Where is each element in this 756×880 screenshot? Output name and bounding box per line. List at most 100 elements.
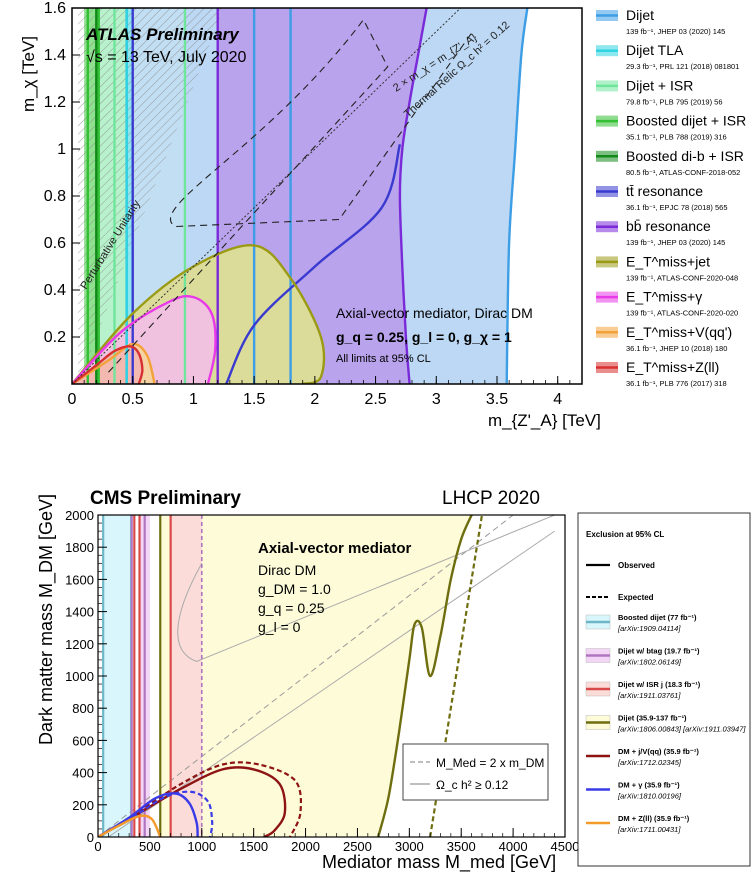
cms-xtick-label-9: 4500 — [551, 839, 580, 854]
cms-relic-line-1 — [108, 530, 555, 837]
cms-xtick-label-1: 500 — [139, 839, 161, 854]
cms-xtick-label-6: 3000 — [395, 839, 424, 854]
atlas-ytick-label-7: 1.6 — [44, 0, 66, 17]
atlas-xtick-label-4: 2 — [310, 391, 319, 408]
atlas-xtick-label-5: 2.5 — [364, 391, 386, 408]
cms-ylabel: Dark matter mass M_DM [GeV] — [36, 494, 57, 745]
atlas-axes: 0 0.5 1 1.5 2 2.5 3 3.5 4 0.2 0.4 0.6 0.8 1 1.2 1.4 1.6 — [44, 0, 571, 408]
cms-legend-label: DM + Z(ll) (35.9 fb⁻¹) — [618, 814, 690, 823]
cms-legend-ref: [arXiv:1806.00843] [arXiv:1911.03947] — [617, 725, 746, 734]
atlas-legend-item-boosted-dijet-isr: Boosted dijet + ISR 35.1 fb⁻¹, PLB 788 (2… — [596, 113, 746, 142]
cms-legend-label: Dijet w/ btag (19.7 fb⁻¹) — [618, 647, 700, 656]
atlas-relic-line — [108, 18, 474, 373]
atlas-legend-ref: 139 fb⁻¹, JHEP 03 (2020) 145 — [626, 238, 725, 247]
atlas-legend-label: Dijet + ISR — [626, 77, 693, 93]
cms-plot-area — [98, 515, 555, 837]
atlas-legend-item-e-t-miss-jet: E_T^miss+jet 139 fb⁻¹, ATLAS-CONF-2020-04… — [596, 253, 738, 282]
cms-ytick-label-8: 1600 — [65, 572, 94, 587]
atlas-legend-ref: 139 fb⁻¹, JHEP 03 (2020) 145 — [626, 27, 725, 36]
atlas-curve-dijet — [505, 8, 529, 384]
atlas-ytick-label-0: 0.2 — [44, 329, 66, 346]
cms-xtick-label-4: 2000 — [291, 839, 320, 854]
atlas-xtick-label-8: 4 — [553, 391, 562, 408]
atlas-chart: 0 0.5 1 1.5 2 2.5 3 3.5 40.20.40.60.811.21.41.6 … — [19, 0, 746, 430]
cms-legend-ref: [arXiv:1711.00431] — [617, 825, 681, 834]
atlas-legend-ref: 79.8 fb⁻¹, PLB 795 (2019) 56 — [626, 97, 723, 106]
atlas-ytick-label-5: 1.2 — [44, 94, 66, 111]
atlas-legend-ref: 29.3 fb⁻¹, PRL 121 (2018) 081801 — [626, 62, 739, 71]
cms-legend-ref: [arXiv:1712.02345] — [617, 758, 682, 767]
cms-ytick-label-3: 600 — [72, 733, 94, 748]
cms-diagonal-line — [98, 515, 514, 837]
atlas-limit-lines — [72, 8, 529, 384]
cms-xtick-label-7: 3500 — [447, 839, 476, 854]
atlas-xtick-label-0: 0 — [68, 391, 77, 408]
cms-curve-dijet-observed — [377, 515, 473, 837]
atlas-ytick-label-1: 0.4 — [44, 282, 66, 299]
cms-curve-dm-j-v-qq-observed — [98, 766, 287, 837]
cms-curve-dm-z-ll-observed — [98, 814, 162, 837]
atlas-legend-label: Dijet TLA — [626, 42, 684, 58]
cms-chart: CMS Preliminary LHCP 2020 0 500 1000 1500 20… — [36, 488, 751, 873]
cms-relic-line-2 — [177, 515, 555, 663]
cms-inset-legend-box — [402, 743, 549, 801]
cms-legend-item-boosted-dijet-77-fb: Boosted dijet (77 fb⁻¹) [arXiv:1909.04114… — [585, 613, 697, 633]
atlas-fill-met-zll — [72, 346, 143, 384]
cms-right-label: LHCP 2020 — [442, 488, 540, 509]
atlas-legend-ref: 36.1 fb⁻¹, JHEP 10 (2018) 180 — [626, 344, 727, 353]
cms-legend-item-dm-35-9-fb: DM + γ (35.9 fb⁻¹) [arXiv:1810.00196] — [586, 781, 682, 801]
cms-xtick-label-8: 4000 — [499, 839, 528, 854]
cms-axes: 0 500 1000 1500 2000 2500 3000 3500 4000 4500 0 200… — [65, 508, 579, 854]
cms-legend-observed-label: Observed — [618, 561, 655, 570]
atlas-ytick-label-4: 1 — [57, 141, 66, 158]
cms-legend-item-dijet-w-isr-j-18-3-fb: Dijet w/ ISR j (18.3 fb⁻¹) [arXiv:1911.03… — [585, 680, 701, 700]
cms-title-text: CMS Preliminary — [90, 488, 241, 509]
atlas-legend-item-tt-resonance: tt̄ resonance 36.1 fb⁻¹, EPJC 78 (2018) 5… — [596, 183, 728, 212]
atlas-title-text: ATLAS Preliminary — [85, 25, 240, 44]
cms-legend-header: Exclusion at 95% CL — [586, 530, 664, 539]
atlas-annotation-cl: All limits at 95% CL — [336, 353, 431, 365]
cms-legend-ref: [arXiv:1802.06149] — [617, 658, 682, 667]
cms-annotation-line-3: g_l = 0 — [258, 619, 301, 635]
atlas-legend-item-bb-resonance: bb̄ resonance 139 fb⁻¹, JHEP 03 (2020) 14… — [596, 218, 725, 247]
atlas-xtick-label-2: 1 — [189, 391, 198, 408]
cms-legend: Exclusion at 95% CL Observed Expected Bo… — [577, 512, 751, 867]
cms-ytick-label-9: 1800 — [65, 540, 94, 555]
atlas-curve-e-t-miss — [72, 294, 217, 384]
atlas-legend: Dijet 139 fb⁻¹, JHEP 03 (2020) 145 Dijet T… — [596, 7, 746, 388]
atlas-ytick-label-3: 0.8 — [44, 188, 66, 205]
cms-legend-item-dijet-w-btag-19-7-fb: Dijet w/ btag (19.7 fb⁻¹) [arXiv:1802.061… — [585, 647, 700, 667]
atlas-curve-tt-resonance — [225, 143, 402, 384]
atlas-legend-ref: 139 fb⁻¹, ATLAS-CONF-2020-020 — [626, 309, 738, 318]
cms-inset-diag-label: M_Med = 2 x m_DM — [436, 756, 544, 770]
cms-xlabel: Mediator mass M_med [GeV] — [322, 852, 556, 873]
atlas-plot-area — [72, 8, 529, 384]
cms-ytick-label-0: 0 — [87, 830, 94, 845]
cms-legend-item-dm-j-v-qq-35-9-fb: DM + j/V(qq) (35.9 fb⁻¹) [arXiv:1712.0234… — [586, 747, 699, 767]
cms-legend-item-dijet-35-9-137-fb: Dijet (35.9-137 fb⁻¹) [arXiv:1806.00843] … — [585, 714, 746, 734]
atlas-subtitle: √s = 13 TeV, July 2020 — [86, 49, 247, 66]
atlas-legend-label: E_T^miss+Z(ll) — [626, 359, 719, 375]
cms-legend-ref: [arXiv:1911.03761] — [617, 691, 681, 700]
cms-legend-expected-label: Expected — [618, 593, 654, 602]
cms-legend-label: DM + j/V(qq) (35.9 fb⁻¹) — [618, 747, 699, 756]
atlas-curve-e-t-miss-v-qq — [72, 342, 156, 384]
cms-legend-label: Dijet w/ ISR j (18.3 fb⁻¹) — [618, 680, 701, 689]
cms-xtick-label-5: 2500 — [343, 839, 372, 854]
atlas-legend-ref: 80.5 fb⁻¹, ATLAS-CONF-2018-052 — [626, 168, 740, 177]
atlas-xtick-label-3: 1.5 — [243, 391, 265, 408]
cms-inset-legend: M_Med = 2 x m_DM Ω_c h² ≥ 0.12 — [402, 743, 549, 801]
cms-legend-label: Dijet (35.9-137 fb⁻¹) — [618, 714, 687, 723]
cms-legend-label: DM + γ (35.9 fb⁻¹) — [618, 781, 680, 790]
cms-annotation-main: Axial-vector mediator — [258, 540, 412, 557]
cms-ytick-label-5: 1000 — [65, 669, 94, 684]
atlas-legend-label: E_T^miss+V(qq') — [626, 324, 732, 340]
atlas-legend-item-e-t-miss-v-qq: E_T^miss+V(qq') 36.1 fb⁻¹, JHEP 10 (2018)… — [596, 324, 732, 353]
cms-legend-ref: [arXiv:1909.04114] — [617, 624, 681, 633]
cms-ytick-label-10: 2000 — [65, 508, 94, 523]
cms-ytick-label-1: 200 — [72, 798, 94, 813]
atlas-legend-label: Boosted dijet + ISR — [626, 113, 746, 129]
atlas-legend-ref: 36.1 fb⁻¹, EPJC 78 (2018) 565 — [626, 203, 728, 212]
atlas-legend-item-boosted-di-b-isr: Boosted di-b + ISR 80.5 fb⁻¹, ATLAS-CONF-… — [596, 148, 744, 177]
